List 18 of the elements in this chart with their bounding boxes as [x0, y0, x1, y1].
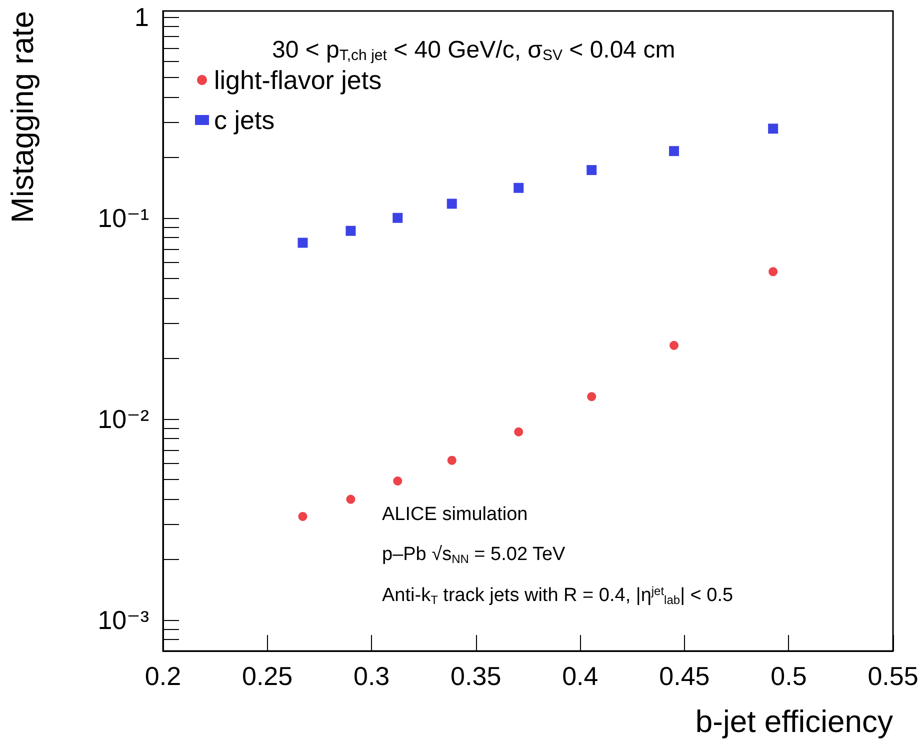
x-tick-label: 0.4	[562, 661, 598, 691]
legend-label: c jets	[214, 105, 275, 135]
x-tick-label: 0.55	[868, 661, 918, 691]
y-tick-label: 10⁻³	[98, 604, 150, 635]
annotation: ALICE simulation	[382, 504, 528, 525]
x-tick-label: 0.5	[770, 661, 807, 691]
y-tick-label: 10⁻²	[98, 404, 150, 434]
x-tick-label: 0.35	[450, 661, 502, 691]
y-axis-title: Mistagging rate	[5, 11, 40, 223]
legend-label: light-flavor jets	[214, 65, 382, 95]
text: 30 < pT,ch jet < 40 GeV/c, σSV < 0.04 cm	[272, 36, 676, 64]
x-tick-label: 0.3	[353, 661, 390, 691]
x-tick-label: 0.25	[242, 661, 293, 691]
x-axis-title: b-jet efficiency	[695, 704, 894, 739]
y-tick-label: 1	[134, 2, 149, 32]
x-tick-label: 0.2	[144, 661, 182, 691]
x-tick-label: 0.45	[659, 661, 710, 691]
y-tick-label: 10⁻¹	[98, 202, 150, 233]
